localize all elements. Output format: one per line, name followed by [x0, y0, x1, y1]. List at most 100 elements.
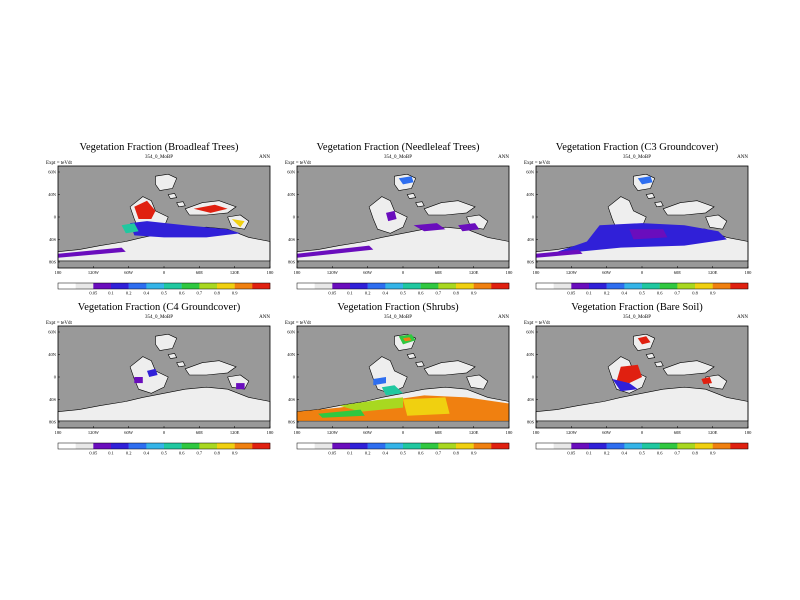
colorbar-tick-label: 0.4 — [383, 451, 389, 456]
fraction-layer — [612, 336, 712, 392]
panel-season: ANN — [498, 315, 509, 320]
colorbar-swatch — [252, 443, 271, 449]
colorbar-tick-label: 0.05 — [89, 451, 98, 456]
colorbar-swatch — [75, 443, 94, 449]
lat-label: 40N — [526, 192, 535, 197]
colorbar-swatch — [420, 443, 439, 449]
colorbar: 0.05 0.1 0.2 0.4 0.5 0.6 0.7 0.8 0.9 — [535, 282, 749, 296]
lat-label: 40N — [287, 192, 296, 197]
lon-label: 180 — [294, 270, 302, 275]
colorbar-tick-label: 0.9 — [710, 291, 716, 296]
fraction-patch — [458, 223, 480, 232]
panel-broadleaf-trees: Vegetation Fraction (Broadleaf Trees) 35… — [44, 142, 274, 302]
lon-label: 180 — [506, 270, 513, 275]
lon-label: 180 — [294, 430, 302, 435]
lat-label: 40S — [49, 237, 57, 242]
colorbar-swatch — [438, 443, 457, 449]
colorbar-swatch — [491, 283, 510, 289]
land-mass — [423, 200, 476, 216]
lat-label: 80S — [527, 420, 535, 425]
colorbar-swatch — [164, 283, 182, 289]
fraction-patch — [403, 397, 450, 416]
colorbar-tick-label: 0.9 — [471, 291, 477, 296]
colorbar-swatch — [606, 443, 625, 449]
lon-label: 180 — [745, 430, 752, 435]
panel-title: Vegetation Fraction (C3 Groundcover) — [555, 142, 719, 153]
colorbar-tick-label: 0.05 — [328, 451, 337, 456]
panel-subtitle: 354_0_MoBP — [383, 315, 413, 320]
fraction-patch — [147, 368, 158, 377]
colorbar-frame — [57, 282, 271, 290]
colorbar-swatch — [456, 443, 474, 449]
lat-label: 80S — [49, 260, 57, 265]
land-mass — [167, 353, 178, 359]
fraction-patch — [193, 204, 228, 213]
fraction-patch — [637, 176, 653, 185]
colorbar-tick-label: 0.9 — [232, 291, 238, 296]
colorbar-swatch — [536, 443, 554, 449]
fraction-layer — [58, 200, 245, 258]
lon-label: 60E — [196, 430, 204, 435]
lat-label: 40S — [527, 397, 535, 402]
colorbar: 0.05 0.1 0.2 0.4 0.5 0.6 0.7 0.8 0.9 — [535, 442, 749, 456]
land-mass — [423, 360, 476, 376]
lon-label: 60W — [124, 270, 133, 275]
colorbar-tick-label: 0.2 — [365, 451, 371, 456]
colorbar-frame — [535, 282, 749, 290]
fraction-patch — [339, 397, 403, 412]
colorbar-swatch — [606, 283, 625, 289]
colorbar-swatch — [128, 443, 147, 449]
fraction-layer — [536, 176, 727, 258]
colorbar: 0.05 0.1 0.2 0.4 0.5 0.6 0.7 0.8 0.9 — [57, 442, 271, 456]
colorbar-frame — [57, 442, 271, 450]
lat-label: 0 — [532, 215, 535, 220]
fraction-layer — [297, 176, 480, 258]
colorbar-tick-label: 0.1 — [108, 451, 114, 456]
colorbar-tick-label: 0.5 — [639, 291, 645, 296]
colorbar-swatch — [712, 283, 731, 289]
colorbar-swatch — [659, 443, 678, 449]
colorbar-swatch — [128, 283, 147, 289]
panel-expt: Expt = teVdt — [285, 321, 311, 326]
colorbar-tick-label: 0.4 — [144, 291, 150, 296]
land-mass — [155, 173, 178, 191]
colorbar-swatch — [297, 283, 315, 289]
fraction-patch — [297, 245, 374, 258]
colorbar-swatch — [252, 283, 271, 289]
colorbar-tick-label: 0.6 — [418, 451, 424, 456]
colorbar-frame — [296, 282, 510, 290]
colorbar-swatch — [146, 443, 165, 449]
fraction-patch — [629, 229, 668, 240]
lon-label: 0 — [163, 430, 166, 435]
lon-label: 120W — [566, 270, 578, 275]
land-mass — [406, 193, 417, 199]
fraction-patch — [616, 364, 642, 384]
lat-label: 80S — [288, 420, 296, 425]
colorbar-swatch — [624, 283, 643, 289]
lon-label: 60W — [602, 430, 612, 435]
colorbar-tick-label: 0.1 — [586, 291, 592, 296]
fraction-patch — [637, 336, 651, 345]
colorbar-tick-label: 0.9 — [232, 451, 238, 456]
colorbar-swatch — [164, 443, 182, 449]
colorbar-swatch — [111, 443, 129, 449]
lon-label: 120W — [327, 430, 339, 435]
fraction-patch — [134, 377, 143, 384]
colorbar-tick-label: 0.5 — [400, 451, 406, 456]
colorbar-tick-label: 0.8 — [214, 291, 220, 296]
colorbar-tick-label: 0.5 — [161, 451, 167, 456]
colorbar-tick-label: 0.5 — [161, 291, 167, 296]
land-mass — [654, 361, 664, 368]
colorbar-swatch — [367, 443, 386, 449]
lon-label: 180 — [533, 270, 541, 275]
panel-title: Vegetation Fraction (Needleleaf Trees) — [316, 142, 480, 153]
colorbar-tick-label: 0.5 — [639, 451, 645, 456]
panel-season: ANN — [498, 155, 509, 160]
colorbar-swatch — [491, 443, 510, 449]
colorbar-tick-label: 0.7 — [675, 291, 681, 296]
lat-label: 80S — [288, 260, 296, 265]
lat-label: 0 — [54, 215, 57, 220]
colorbar-tick-label: 0.2 — [604, 291, 610, 296]
lon-label: 180 — [267, 430, 274, 435]
lat-label: 0 — [293, 375, 296, 380]
